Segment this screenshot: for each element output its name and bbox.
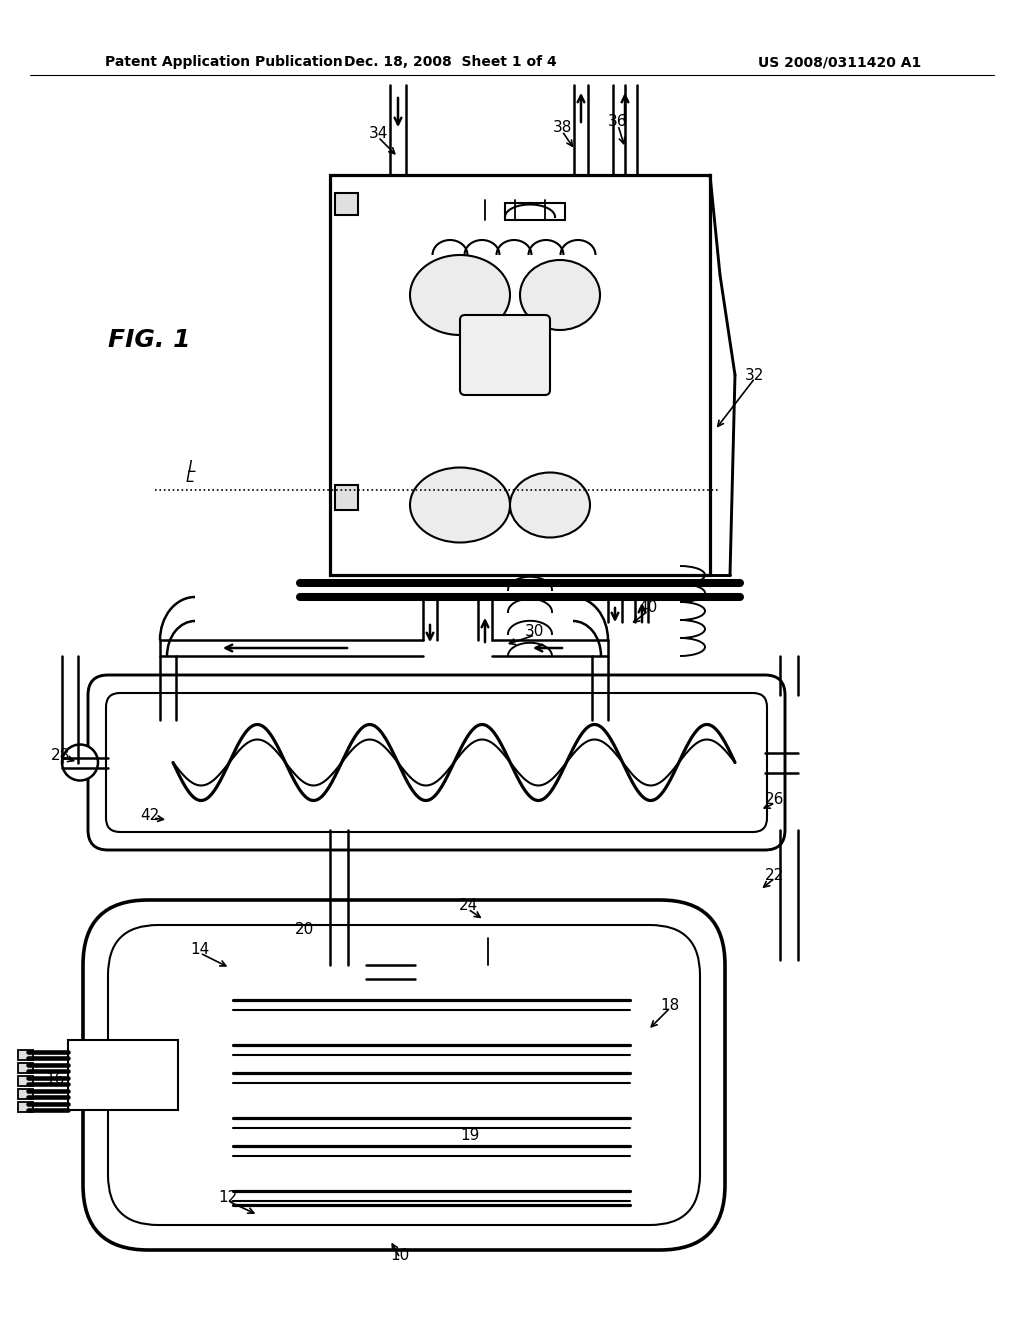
Text: 22: 22 xyxy=(765,867,784,883)
Text: FIG. 1: FIG. 1 xyxy=(108,327,190,352)
Text: 38: 38 xyxy=(552,120,571,136)
Bar xyxy=(335,484,358,510)
Text: 26: 26 xyxy=(765,792,784,808)
Ellipse shape xyxy=(510,473,590,537)
FancyBboxPatch shape xyxy=(88,675,785,850)
Text: 19: 19 xyxy=(461,1127,479,1143)
Circle shape xyxy=(62,744,98,780)
Ellipse shape xyxy=(410,255,510,335)
Text: 10: 10 xyxy=(390,1247,410,1262)
Text: 30: 30 xyxy=(525,624,545,639)
Ellipse shape xyxy=(410,467,510,543)
Bar xyxy=(18,1049,33,1060)
Text: 28: 28 xyxy=(50,747,70,763)
Text: 34: 34 xyxy=(369,127,388,141)
Text: 20: 20 xyxy=(295,923,314,937)
Bar xyxy=(335,193,358,215)
Text: L: L xyxy=(187,461,197,475)
Text: 18: 18 xyxy=(660,998,680,1012)
Bar xyxy=(68,1040,178,1110)
Text: 42: 42 xyxy=(140,808,160,822)
Text: 12: 12 xyxy=(218,1191,238,1205)
Text: L: L xyxy=(185,470,195,486)
Text: 36: 36 xyxy=(608,115,628,129)
Ellipse shape xyxy=(520,260,600,330)
Text: Dec. 18, 2008  Sheet 1 of 4: Dec. 18, 2008 Sheet 1 of 4 xyxy=(344,55,556,69)
Bar xyxy=(330,176,710,576)
FancyBboxPatch shape xyxy=(460,315,550,395)
Text: 40: 40 xyxy=(638,601,657,615)
FancyBboxPatch shape xyxy=(83,900,725,1250)
Text: 32: 32 xyxy=(745,367,765,383)
Text: 14: 14 xyxy=(190,942,210,957)
Bar xyxy=(18,1063,33,1073)
Bar xyxy=(18,1102,33,1111)
FancyBboxPatch shape xyxy=(108,925,700,1225)
Text: 16: 16 xyxy=(45,1072,65,1088)
Bar xyxy=(18,1089,33,1100)
FancyBboxPatch shape xyxy=(106,693,767,832)
Bar xyxy=(505,203,565,220)
Circle shape xyxy=(475,912,501,939)
Text: Patent Application Publication: Patent Application Publication xyxy=(105,55,343,69)
Text: 24: 24 xyxy=(459,899,477,913)
Bar xyxy=(18,1076,33,1086)
Text: US 2008/0311420 A1: US 2008/0311420 A1 xyxy=(759,55,922,69)
